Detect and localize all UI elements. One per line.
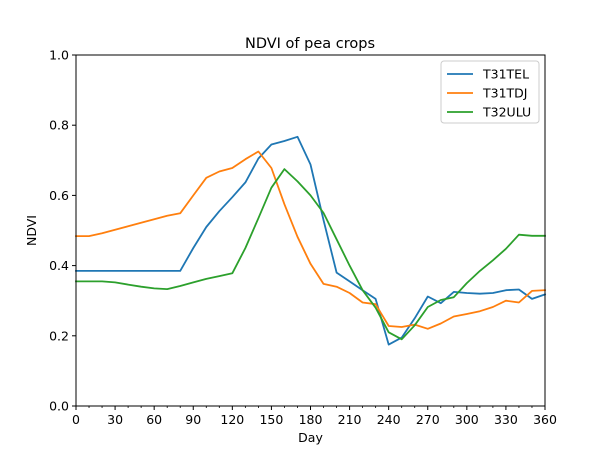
x-tick-label: 360 — [533, 412, 557, 427]
x-tick-label: 30 — [107, 412, 123, 427]
x-tick-label: 90 — [185, 412, 201, 427]
x-tick-label: 180 — [299, 412, 323, 427]
y-axis-label: NDVI — [24, 215, 39, 246]
y-tick-label: 0.2 — [49, 328, 69, 343]
x-tick-label: 330 — [494, 412, 518, 427]
y-tick-label: 0.0 — [49, 399, 69, 414]
x-tick-label: 240 — [377, 412, 401, 427]
y-tick-label: 0.8 — [49, 118, 69, 133]
legend: T31TEL T31TDJ T32ULU — [440, 60, 540, 124]
y-axis: 0.0 0.2 0.4 0.6 0.8 1.0 — [49, 48, 76, 414]
series-line-t31tdj — [75, 150, 546, 330]
x-tick-label: 150 — [259, 412, 283, 427]
y-tick-label: 0.4 — [49, 258, 69, 273]
x-axis-label: Day — [298, 430, 323, 445]
x-tick-label: 0 — [72, 412, 80, 427]
series-line-t32ulu — [75, 168, 546, 341]
legend-label: T31TEL — [482, 67, 529, 82]
x-tick-label: 210 — [338, 412, 362, 427]
x-tick-label: 270 — [416, 412, 440, 427]
x-tick-label: 120 — [220, 412, 244, 427]
x-tick-label: 300 — [455, 412, 479, 427]
legend-label: T31TDJ — [482, 86, 528, 101]
legend-label: T32ULU — [482, 105, 531, 120]
x-axis: 0 30 60 90 120 150 180 210 240 270 300 330 360 — [72, 406, 557, 427]
x-tick-label: 60 — [146, 412, 162, 427]
series-line-t31tel — [75, 135, 547, 346]
series-layer — [75, 135, 547, 346]
y-tick-label: 0.6 — [49, 188, 69, 203]
y-tick-label: 1.0 — [49, 48, 69, 63]
chart-title: NDVI of pea crops — [245, 36, 375, 52]
legend-box — [440, 60, 540, 124]
